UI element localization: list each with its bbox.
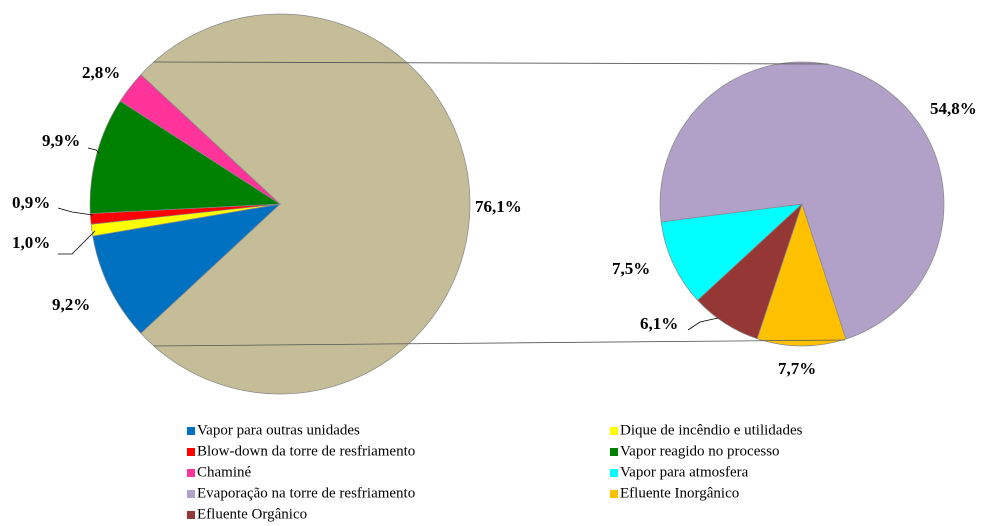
legend-swatch: [187, 427, 195, 435]
legend-swatch: [610, 469, 618, 477]
connector-line: [153, 61, 829, 65]
data-label: 76,1%: [475, 197, 522, 216]
legend-swatch: [610, 448, 618, 456]
data-label: 7,7%: [778, 359, 816, 378]
legend-swatch: [610, 490, 618, 498]
pie-slice: [119, 74, 281, 205]
legend-label: Vapor reagido no processo: [620, 443, 780, 459]
data-label: 0,9%: [12, 193, 50, 212]
legend-swatch: [187, 469, 195, 477]
data-label: 9,9%: [42, 131, 80, 150]
legend-swatch: [187, 448, 195, 456]
data-label: 2,8%: [82, 63, 120, 82]
legend-label: Chaminé: [197, 464, 251, 480]
leader-line: [58, 230, 96, 255]
pie-slice: [92, 203, 282, 334]
connector-line: [153, 339, 846, 347]
legend-label: Dique de incêndio e utilidades: [620, 422, 803, 438]
leader-line: [687, 317, 719, 331]
data-label: 6,1%: [640, 314, 678, 333]
legend-label: Vapor para outras unidades: [197, 422, 360, 438]
legend-label: Efluente Orgânico: [197, 506, 307, 522]
pie-slice: [659, 61, 945, 340]
leader-line: [57, 207, 94, 216]
pie-slice: [697, 203, 803, 340]
legend-swatch: [187, 511, 195, 519]
data-label: 54,8%: [930, 99, 977, 118]
data-label: 1,0%: [12, 233, 50, 252]
leader-line: [87, 147, 100, 154]
data-label: 9,2%: [52, 295, 90, 314]
pie-slice: [140, 13, 471, 395]
legend-label: Blow-down da torre de resfriamento: [197, 443, 415, 459]
pie-slice: [660, 203, 804, 301]
legend-swatch: [610, 427, 618, 435]
legend-swatch: [187, 490, 195, 498]
legend-label: Efluente Inorgânico: [620, 485, 739, 501]
data-label: 7,5%: [612, 259, 650, 278]
pie-slice: [89, 100, 282, 214]
legend-label: Evaporação na torre de resfriamento: [197, 485, 415, 501]
legend-label: Vapor para atmosfera: [620, 464, 749, 480]
